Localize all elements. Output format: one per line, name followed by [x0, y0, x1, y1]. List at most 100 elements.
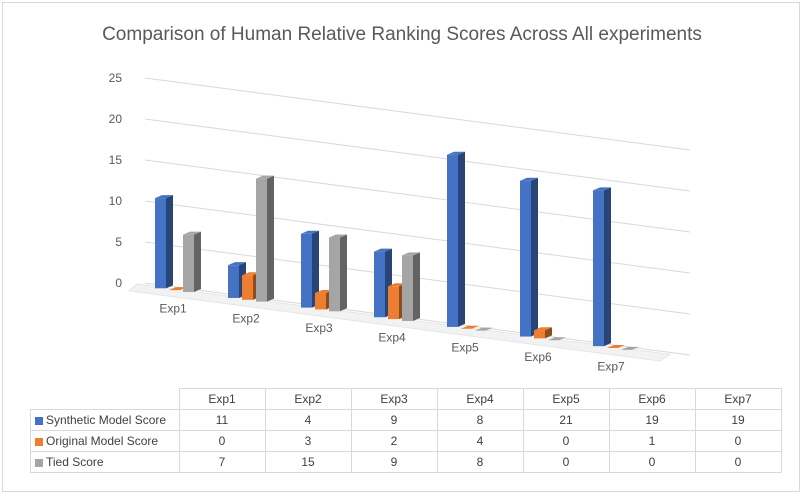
y-tick-label: 25 — [109, 71, 123, 85]
bar-side — [413, 252, 420, 321]
table-cell: 4 — [264, 409, 352, 431]
table-cell: 21 — [522, 409, 610, 431]
table-row: Synthetic Model Score 11 4 9 8 21 19 19 — [30, 409, 782, 431]
table-header-cell: Exp1 — [178, 388, 266, 410]
table-cell: 0 — [694, 430, 782, 452]
table-cell: 9 — [350, 409, 438, 431]
series-name: Tied Score — [46, 455, 104, 469]
table-cell: 0 — [178, 430, 266, 452]
bar-top — [242, 272, 260, 276]
plot-area: 0 5 10 15 20 25 Exp1 Exp2 Exp3 Exp4 Exp5 Exp6 Exp7 — [109, 71, 691, 374]
x-tick-label: Exp4 — [378, 331, 406, 345]
bar-side — [531, 177, 538, 337]
table-header-cell: Exp3 — [350, 388, 438, 410]
bar-top — [329, 234, 347, 238]
y-tick-label: 5 — [115, 235, 122, 249]
table-header-cell: Exp2 — [264, 388, 352, 410]
table-cell: 3 — [264, 430, 352, 452]
bar-top — [155, 195, 173, 199]
bar-synthetic-model-score-exp7 — [593, 187, 611, 347]
bar-side — [312, 230, 319, 308]
legend-swatch — [35, 458, 43, 467]
table-cell: 1 — [608, 430, 696, 452]
table-cell: 0 — [522, 451, 610, 473]
bar-front — [520, 180, 531, 337]
x-tick-label: Exp5 — [451, 340, 479, 354]
y-tick-label: 20 — [109, 112, 123, 126]
bars — [155, 151, 639, 350]
table-cell: 4 — [436, 430, 524, 452]
bar-side — [604, 187, 611, 347]
y-axis-ticks: 0 5 10 15 20 25 — [109, 71, 123, 290]
table-row: Original Model Score 0 3 2 4 0 1 0 — [30, 430, 782, 452]
bar-top — [534, 327, 552, 331]
bar-tied-score-exp1 — [183, 231, 201, 293]
table-header-cell: Exp4 — [436, 388, 524, 410]
table-cell: 8 — [436, 451, 524, 473]
table-row-label: Tied Score — [30, 451, 180, 473]
bar-front — [315, 293, 326, 310]
series-name: Original Model Score — [46, 434, 159, 448]
table-cell: 19 — [608, 409, 696, 431]
bar-side — [458, 151, 465, 327]
x-tick-label: Exp1 — [159, 302, 187, 316]
bar-synthetic-model-score-exp5 — [447, 151, 465, 327]
bar-original-model-score-exp7 — [607, 345, 625, 349]
bar-original-model-score-exp5 — [461, 325, 479, 329]
table-row-label: Original Model Score — [30, 430, 180, 452]
table-row: Tied Score 7 15 9 8 0 0 0 — [30, 451, 782, 473]
bar-original-model-score-exp1 — [169, 287, 187, 291]
bar-top — [593, 187, 611, 191]
table-cell: 0 — [608, 451, 696, 473]
bar-front — [593, 190, 604, 347]
table-header-row: Exp1 Exp2 Exp3 Exp4 Exp5 Exp6 Exp7 — [30, 388, 782, 410]
bar-front — [447, 154, 458, 327]
table-cell: 0 — [694, 451, 782, 473]
bar-top — [256, 175, 274, 179]
bar-side — [194, 231, 201, 293]
floor — [127, 283, 672, 362]
bar-tied-score-exp5 — [475, 327, 493, 331]
table-row-label: Synthetic Model Score — [30, 409, 180, 431]
y-tick-label: 10 — [109, 194, 123, 208]
table-header-cell: Exp6 — [608, 388, 696, 410]
bar-front — [534, 330, 545, 339]
bar-top — [475, 327, 493, 331]
bar-top — [548, 337, 566, 341]
bar-tied-score-exp3 — [329, 234, 347, 312]
x-tick-label: Exp6 — [524, 350, 552, 364]
gridline — [144, 77, 691, 151]
bar-side — [340, 234, 347, 312]
bar-tied-score-exp4 — [402, 252, 420, 321]
table-cell: 19 — [694, 409, 782, 431]
gridline — [144, 118, 691, 192]
x-axis-ticks: Exp1 Exp2 Exp3 Exp4 Exp5 Exp6 Exp7 — [159, 302, 625, 374]
bar-front — [155, 198, 166, 289]
bar-top — [315, 290, 333, 294]
bar-top — [461, 325, 479, 329]
bar-front — [183, 234, 194, 293]
bar-tied-score-exp7 — [621, 346, 639, 350]
bar-top — [621, 346, 639, 350]
bar-front — [301, 233, 312, 308]
chart-title: Comparison of Human Relative Ranking Sco… — [102, 24, 702, 45]
y-tick-label: 15 — [109, 153, 123, 167]
y-tick-label: 0 — [115, 276, 122, 290]
series-name: Synthetic Model Score — [46, 413, 167, 427]
table-cell: 0 — [522, 430, 610, 452]
table-cell: 15 — [264, 451, 352, 473]
table-header-cell: Exp5 — [522, 388, 610, 410]
x-tick-label: Exp2 — [232, 311, 260, 325]
bar-synthetic-model-score-exp1 — [155, 195, 173, 289]
bar-top — [228, 262, 246, 266]
bar-top — [402, 252, 420, 256]
bar-tied-score-exp2 — [256, 175, 274, 302]
bar-front — [242, 275, 253, 300]
table-cell: 8 — [436, 409, 524, 431]
table-cell: 9 — [350, 451, 438, 473]
bar-front — [228, 265, 239, 298]
bar-original-model-score-exp6 — [534, 327, 552, 339]
table-corner — [30, 388, 180, 410]
bar-top — [447, 151, 465, 155]
data-table: Exp1 Exp2 Exp3 Exp4 Exp5 Exp6 Exp7 Synthetic Mo… — [30, 388, 782, 473]
